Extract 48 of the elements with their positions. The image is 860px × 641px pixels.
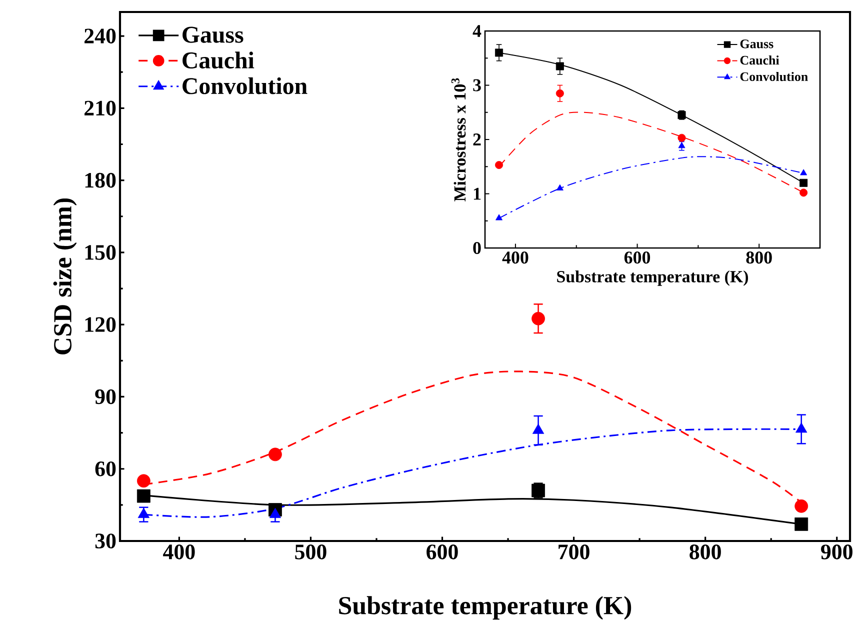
point — [794, 499, 808, 513]
y-tick-label: 60 — [95, 461, 116, 476]
y-tick-label: 240 — [84, 28, 116, 44]
point — [556, 184, 564, 190]
legend-label: Cauchi — [740, 56, 780, 65]
point — [794, 517, 808, 531]
y-tick-label: 180 — [85, 172, 116, 188]
point — [678, 142, 686, 148]
point — [136, 489, 150, 503]
point — [800, 188, 808, 197]
y-tick-label: 150 — [85, 245, 116, 260]
point — [556, 62, 564, 70]
x-tick-label: 700 — [558, 544, 590, 560]
legend-label: Gauss — [182, 26, 244, 43]
y-tick-label: 1 — [474, 188, 481, 200]
x-tick-label: 400 — [502, 252, 528, 264]
x-tick-label: 600 — [426, 544, 458, 560]
x-tick-label: 800 — [746, 252, 772, 264]
legend-label: Convolution — [740, 72, 808, 82]
point — [136, 474, 150, 488]
y-tick-label: 210 — [84, 100, 116, 116]
y-tick-label: 120 — [85, 317, 116, 332]
y-tick-label: 2 — [473, 134, 481, 146]
point — [800, 169, 808, 176]
x-tick-label: 500 — [295, 544, 326, 560]
x-tick-label: 800 — [690, 544, 721, 560]
point — [556, 89, 564, 98]
x-tick-label: 600 — [624, 252, 650, 264]
point — [268, 448, 282, 462]
y-axis-title: CSD size (nm) — [53, 198, 77, 354]
legend-label: Gauss — [740, 40, 774, 48]
legend-label: Convolution — [182, 77, 308, 94]
point — [800, 178, 808, 187]
y-tick-label: 3 — [473, 79, 481, 92]
x-axis-title: Substrate temperature (K) — [339, 596, 632, 620]
legend-label: Cauchi — [182, 52, 254, 69]
y-tick-label: 0 — [473, 242, 481, 254]
x-tick-label: 400 — [163, 544, 195, 560]
y-tick-label: 4 — [472, 25, 482, 37]
x-axis-title: Substrate temperature (K) — [557, 270, 748, 286]
y-tick-label: 90 — [95, 389, 116, 404]
x-tick-label: 900 — [821, 544, 852, 560]
point — [495, 160, 504, 169]
point — [495, 48, 504, 57]
y-tick-label: 30 — [95, 534, 116, 548]
point — [532, 312, 545, 326]
point — [496, 214, 503, 220]
y-axis-title: Microstress x 10$^{3}$ — [451, 78, 466, 202]
